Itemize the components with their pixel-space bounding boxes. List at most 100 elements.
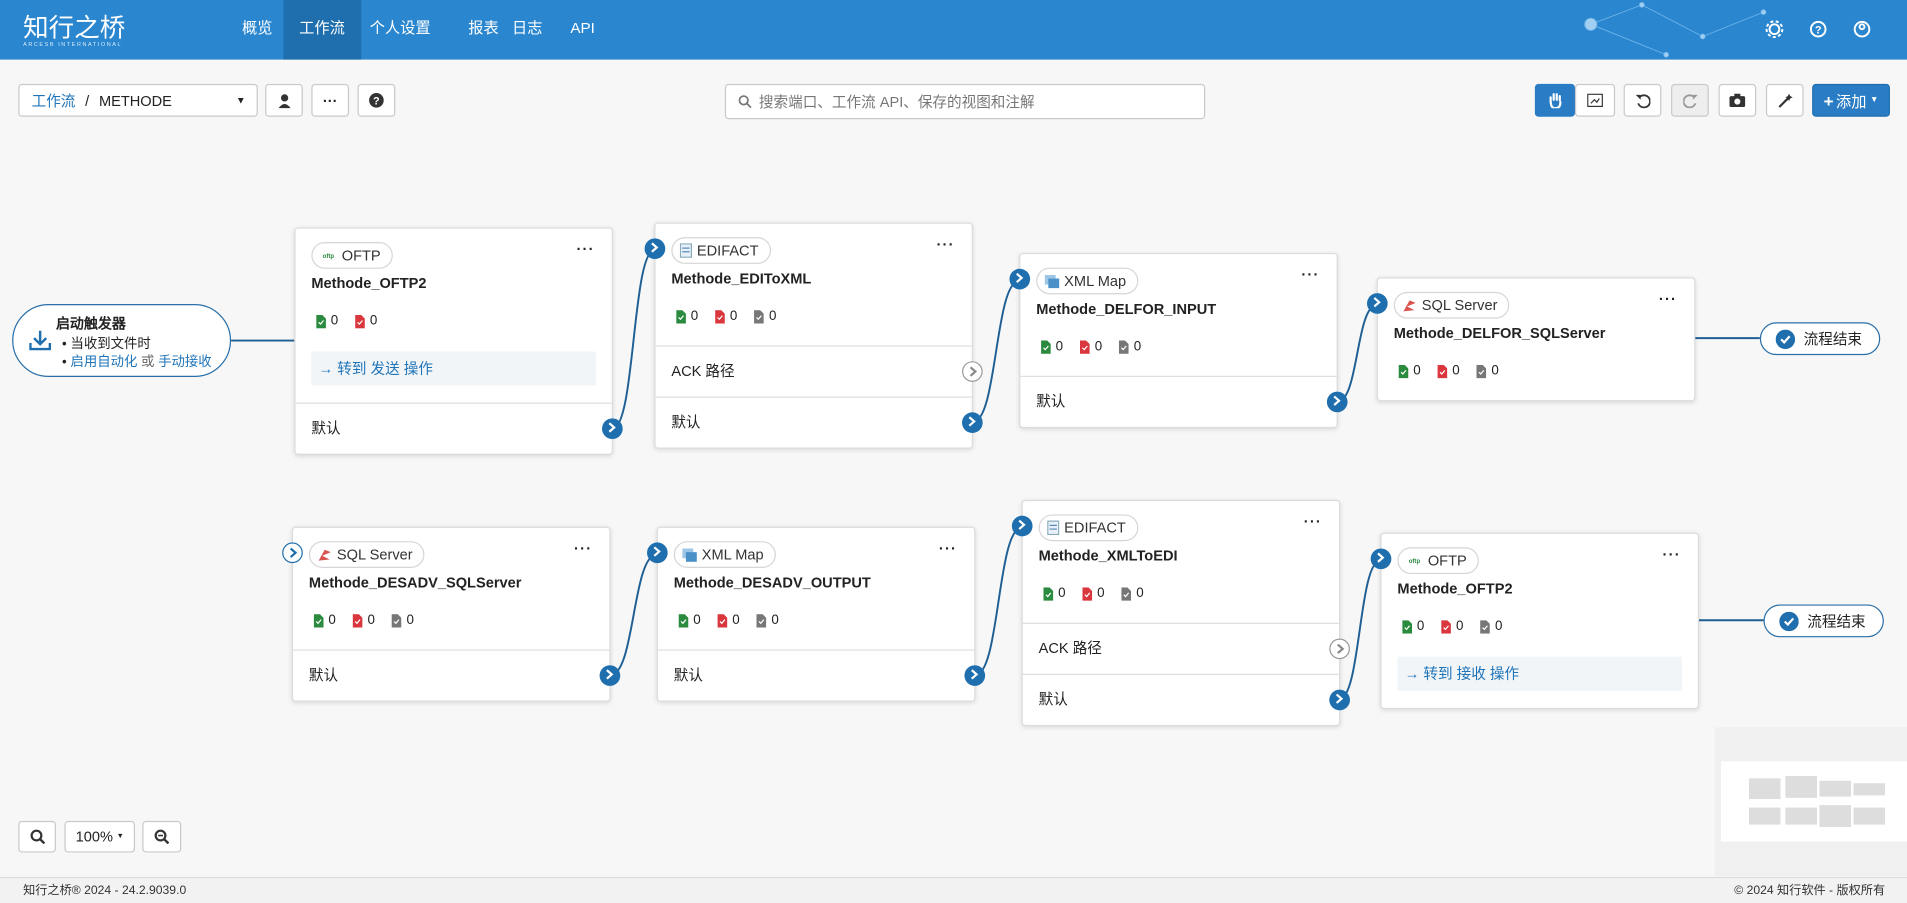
node-menu[interactable]: ···: [938, 539, 958, 558]
node-body: SQL Server ··· Methode_DESADV_SQLServer 0 0 0: [293, 528, 609, 650]
section-label: 默认: [673, 666, 703, 684]
auto-link[interactable]: 启用自动化: [70, 355, 138, 370]
node-type: EDIFACT: [1064, 519, 1126, 537]
count-value: 0: [367, 612, 375, 628]
header-decoration: [1584, 2, 1767, 58]
node-counts: 0 0 0: [676, 309, 776, 324]
workflow-node[interactable]: XML Map ··· Methode_DELFOR_INPUT 0 0 0 默认: [1009, 252, 1348, 429]
node-counts: 0 0 0: [1398, 364, 1499, 378]
dropdown-caret: ▼: [236, 94, 246, 106]
count-value: 0: [1136, 586, 1144, 601]
file-icon: [313, 613, 324, 627]
input-port[interactable]: [282, 542, 303, 564]
node-menu[interactable]: ···: [1658, 290, 1678, 308]
output-port[interactable]: [599, 665, 621, 686]
output-port[interactable]: [964, 665, 986, 686]
node-section[interactable]: ACK 路径: [1022, 622, 1350, 674]
workflow-node[interactable]: XML Map ··· Methode_DESADV_OUTPUT 0 0 0 默认: [647, 526, 986, 702]
file-icon: [1398, 364, 1409, 378]
zoom-out[interactable]: [142, 820, 182, 853]
node-section[interactable]: 默认: [655, 396, 983, 447]
input-port[interactable]: [1367, 293, 1388, 314]
workflow-node[interactable]: SQL Server ··· Methode_DELFOR_SQLServer 0 0 0: [1367, 277, 1696, 402]
input-port[interactable]: [644, 238, 666, 260]
header-icons[interactable]: ?: [1763, 18, 1872, 40]
input-port[interactable]: [1370, 548, 1392, 570]
count: 0: [1476, 364, 1499, 378]
workflow-node[interactable]: EDIFACT ··· Methode_XMLToEDI 0 0 0 ACK 路径 默认: [1011, 499, 1350, 727]
input-port[interactable]: [1009, 268, 1031, 290]
input-port[interactable]: [1011, 515, 1033, 537]
node-section[interactable]: 默认: [295, 402, 623, 454]
workflow-node[interactable]: EDIFACT ··· Methode_EDIToXML 0 0 0 ACK 路径 默认: [644, 222, 983, 449]
output-port[interactable]: [962, 412, 983, 433]
count-value: 0: [1455, 619, 1464, 634]
input-port[interactable]: [647, 542, 668, 564]
manual-link[interactable]: 手动接收: [158, 355, 212, 370]
node-type: XML Map: [1064, 272, 1127, 290]
nav-item[interactable]: 工作流: [283, 0, 361, 60]
add-button[interactable]: + 添加 ▼: [1812, 83, 1890, 117]
redo-button[interactable]: [1671, 83, 1709, 117]
file-icon: [678, 613, 689, 627]
node-link[interactable]: → 转到 发送 操作: [311, 351, 596, 386]
count: 0: [313, 613, 336, 628]
nav-item[interactable]: 日志: [512, 19, 543, 37]
node-section[interactable]: 默认: [1020, 375, 1348, 427]
breadcrumb-root[interactable]: 工作流: [31, 92, 76, 110]
count: 0: [316, 314, 338, 328]
zoom-level[interactable]: 100% ▼: [64, 820, 135, 853]
footer-version: 知行之桥® 2024 - 24.2.9039.0: [23, 884, 187, 898]
node-section[interactable]: 默认: [657, 649, 986, 700]
minimap[interactable]: [1714, 727, 1907, 876]
node-menu[interactable]: ···: [1303, 513, 1323, 531]
count: 0: [676, 309, 698, 324]
pan-tool[interactable]: [1534, 83, 1575, 117]
more-button[interactable]: ···: [311, 83, 350, 117]
end-label: 流程结束: [1803, 330, 1863, 348]
search-box[interactable]: 搜索端口、工作流 API、保存的视图和注解: [724, 83, 1206, 120]
workflow-node[interactable]: SQL Server ··· Methode_DESADV_SQLServer 0 0 0…: [282, 526, 621, 702]
node-menu[interactable]: ···: [936, 235, 955, 253]
node-link[interactable]: → 转到 接收 操作: [1397, 656, 1683, 691]
node-menu[interactable]: ···: [1662, 546, 1681, 564]
node-body: EDIFACT ··· Methode_EDIToXML 0 0 0: [656, 224, 972, 346]
nav-item[interactable]: 概览: [242, 19, 273, 37]
end-node[interactable]: 流程结束: [1759, 322, 1881, 356]
output-port[interactable]: [1329, 689, 1350, 711]
output-port[interactable]: [1329, 638, 1350, 660]
breadcrumb[interactable]: 工作流 / METHODE ▼: [18, 83, 258, 117]
user-button[interactable]: [265, 83, 303, 117]
logo[interactable]: 知行之桥: [23, 14, 126, 43]
node-section[interactable]: 默认: [1022, 673, 1350, 725]
node-section[interactable]: 默认: [293, 649, 621, 700]
section-label: 默认: [1036, 392, 1066, 410]
nav-item[interactable]: 个人设置: [369, 19, 431, 37]
trigger-item-text: 当收到文件时: [70, 336, 151, 352]
count: 0: [1480, 619, 1502, 634]
workflow-node[interactable]: oftp OFTP ··· Methode_OFTP2 0 0 0 → 转到 接收 操作: [1370, 532, 1700, 710]
node-menu[interactable]: ···: [1301, 266, 1320, 284]
zoom-in[interactable]: [18, 820, 56, 853]
nav-item[interactable]: API: [570, 19, 595, 37]
nav-item[interactable]: 报表: [468, 19, 499, 37]
node-menu[interactable]: ···: [576, 240, 595, 258]
output-port[interactable]: [602, 418, 623, 440]
output-port[interactable]: [962, 361, 983, 382]
file-icon: [1476, 364, 1487, 378]
node-menu[interactable]: ···: [574, 539, 593, 558]
count-value: 0: [1495, 619, 1503, 634]
output-port[interactable]: [1326, 391, 1348, 413]
snapshot-button[interactable]: [1718, 83, 1757, 117]
help-button[interactable]: ?: [357, 83, 396, 117]
connector-icon: [682, 547, 697, 562]
undo-button[interactable]: [1623, 83, 1662, 117]
workflow-node[interactable]: oftp OFTP ··· Methode_OFTP2 0 0 → 转到 发送 操作 默认: [294, 227, 623, 455]
file-icon: [1402, 619, 1413, 634]
end-node[interactable]: 流程结束: [1763, 604, 1884, 638]
select-tool[interactable]: [1574, 83, 1616, 117]
node-section[interactable]: ACK 路径: [655, 345, 983, 396]
trigger[interactable]: 启动触发器 • 当收到文件时 • 启用自动化 或 手动接收: [12, 304, 232, 378]
auto-layout-button[interactable]: [1765, 83, 1804, 117]
count: 0: [1441, 619, 1463, 634]
